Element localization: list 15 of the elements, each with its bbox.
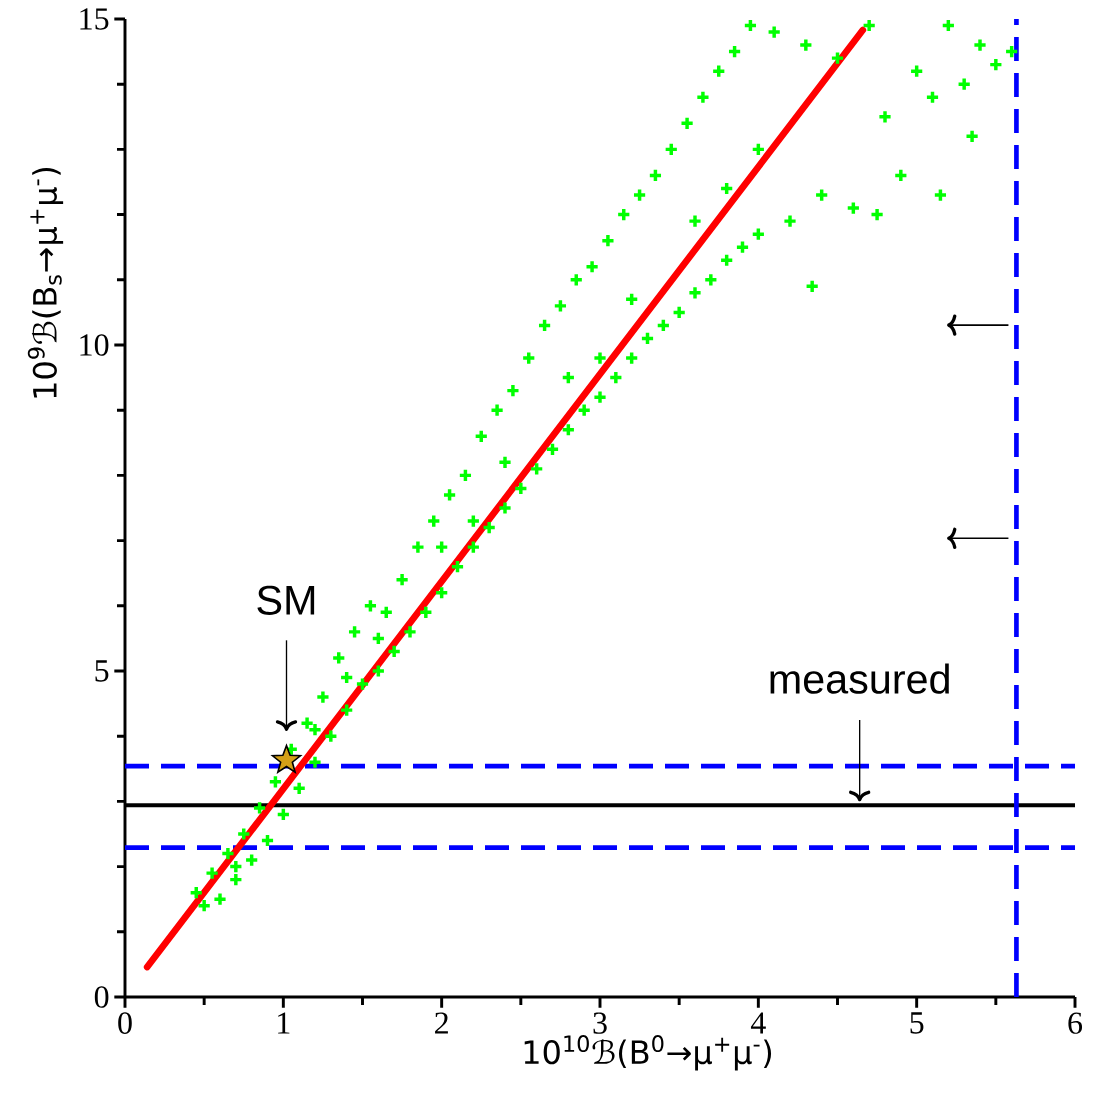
x-tick-label: 5 <box>910 1012 924 1034</box>
text: 10$^{10}$ℬ(B$^{0}$→μ$^{+}$μ$^{-}$) <box>524 1035 772 1071</box>
x-tick-label: 2 <box>435 1012 448 1034</box>
x-tick-label: 3 <box>593 1012 607 1034</box>
x-tick-label: 1 <box>278 1012 290 1034</box>
annotation: measured <box>770 663 949 694</box>
text: 10$^{9}$ℬ(B$_{s}$→μ$^{+}$μ$^{-}$) <box>27 167 64 398</box>
x-tick-label: 4 <box>750 1012 766 1034</box>
x-tick-label: 6 <box>1068 1012 1083 1034</box>
y-tick-label: 10 <box>80 334 109 356</box>
y-tick-label: 0 <box>94 986 109 1008</box>
y-tick-label: 5 <box>95 660 109 682</box>
y-tick-label: 15 <box>80 8 109 30</box>
x-tick-label: 0 <box>118 1012 132 1034</box>
annotation: SM <box>257 585 315 615</box>
